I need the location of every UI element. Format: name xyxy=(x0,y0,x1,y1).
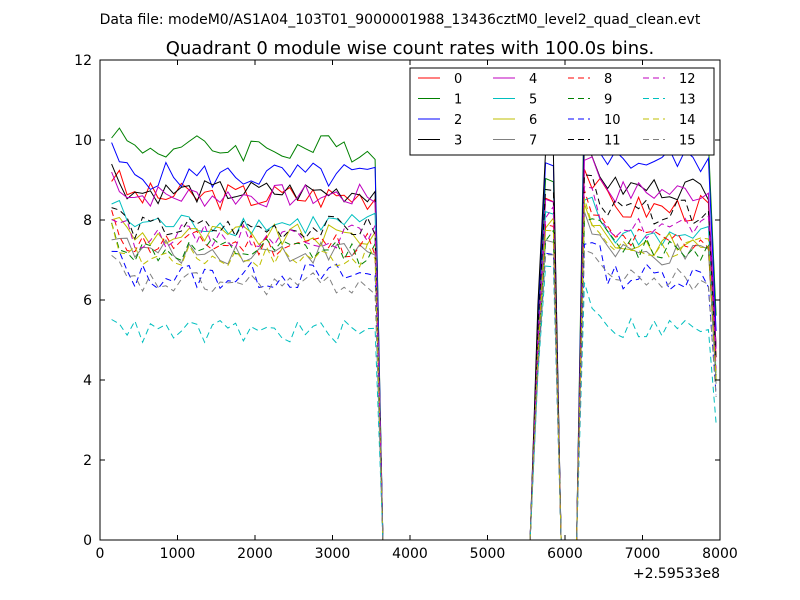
legend-label-11: 11 xyxy=(604,134,621,149)
x-tick-label: 0 xyxy=(96,546,105,562)
y-tick-label: 12 xyxy=(74,53,92,69)
x-tick-label: 3000 xyxy=(315,546,351,562)
legend-label-2: 2 xyxy=(454,113,462,128)
legend-label-3: 3 xyxy=(454,134,462,149)
legend-label-5: 5 xyxy=(529,93,537,108)
y-tick-label: 4 xyxy=(83,373,92,389)
y-tick-label: 6 xyxy=(83,293,92,309)
legend-label-15: 15 xyxy=(679,134,696,149)
x-tick-label: 4000 xyxy=(392,546,428,562)
y-tick-label: 0 xyxy=(83,533,92,549)
x-offset-label: +2.59533e8 xyxy=(633,566,720,582)
x-tick-label: 8000 xyxy=(702,546,738,562)
x-tick-label: 2000 xyxy=(237,546,273,562)
legend-label-1: 1 xyxy=(454,93,462,108)
tick-layer: 0 1000 2000 3000 4000 5000 6000 7000 80000246810… xyxy=(74,53,738,562)
legend-label-6: 6 xyxy=(529,113,537,128)
legend-label-4: 4 xyxy=(529,72,537,87)
series-line-13 xyxy=(111,265,717,541)
legend-label-12: 12 xyxy=(679,72,696,87)
x-tick-label: 6000 xyxy=(547,546,583,562)
x-tick-label: 1000 xyxy=(160,546,196,562)
legend-label-8: 8 xyxy=(604,72,612,87)
chart-title: Quadrant 0 module wise count rates with … xyxy=(166,38,655,59)
chart-suptitle: Data file: modeM0/AS1A04_103T01_90000019… xyxy=(100,12,701,28)
x-tick-label: 7000 xyxy=(625,546,661,562)
legend-label-14: 14 xyxy=(679,113,696,128)
legend-label-9: 9 xyxy=(604,93,612,108)
y-tick-label: 8 xyxy=(83,213,92,229)
legend-label-13: 13 xyxy=(679,93,696,108)
legend-label-0: 0 xyxy=(454,72,462,87)
legend-label-10: 10 xyxy=(604,113,621,128)
x-tick-label: 5000 xyxy=(470,546,506,562)
y-tick-label: 10 xyxy=(74,133,92,149)
legend-box xyxy=(409,67,715,156)
y-tick-label: 2 xyxy=(83,453,92,469)
legend-label-7: 7 xyxy=(529,134,537,149)
